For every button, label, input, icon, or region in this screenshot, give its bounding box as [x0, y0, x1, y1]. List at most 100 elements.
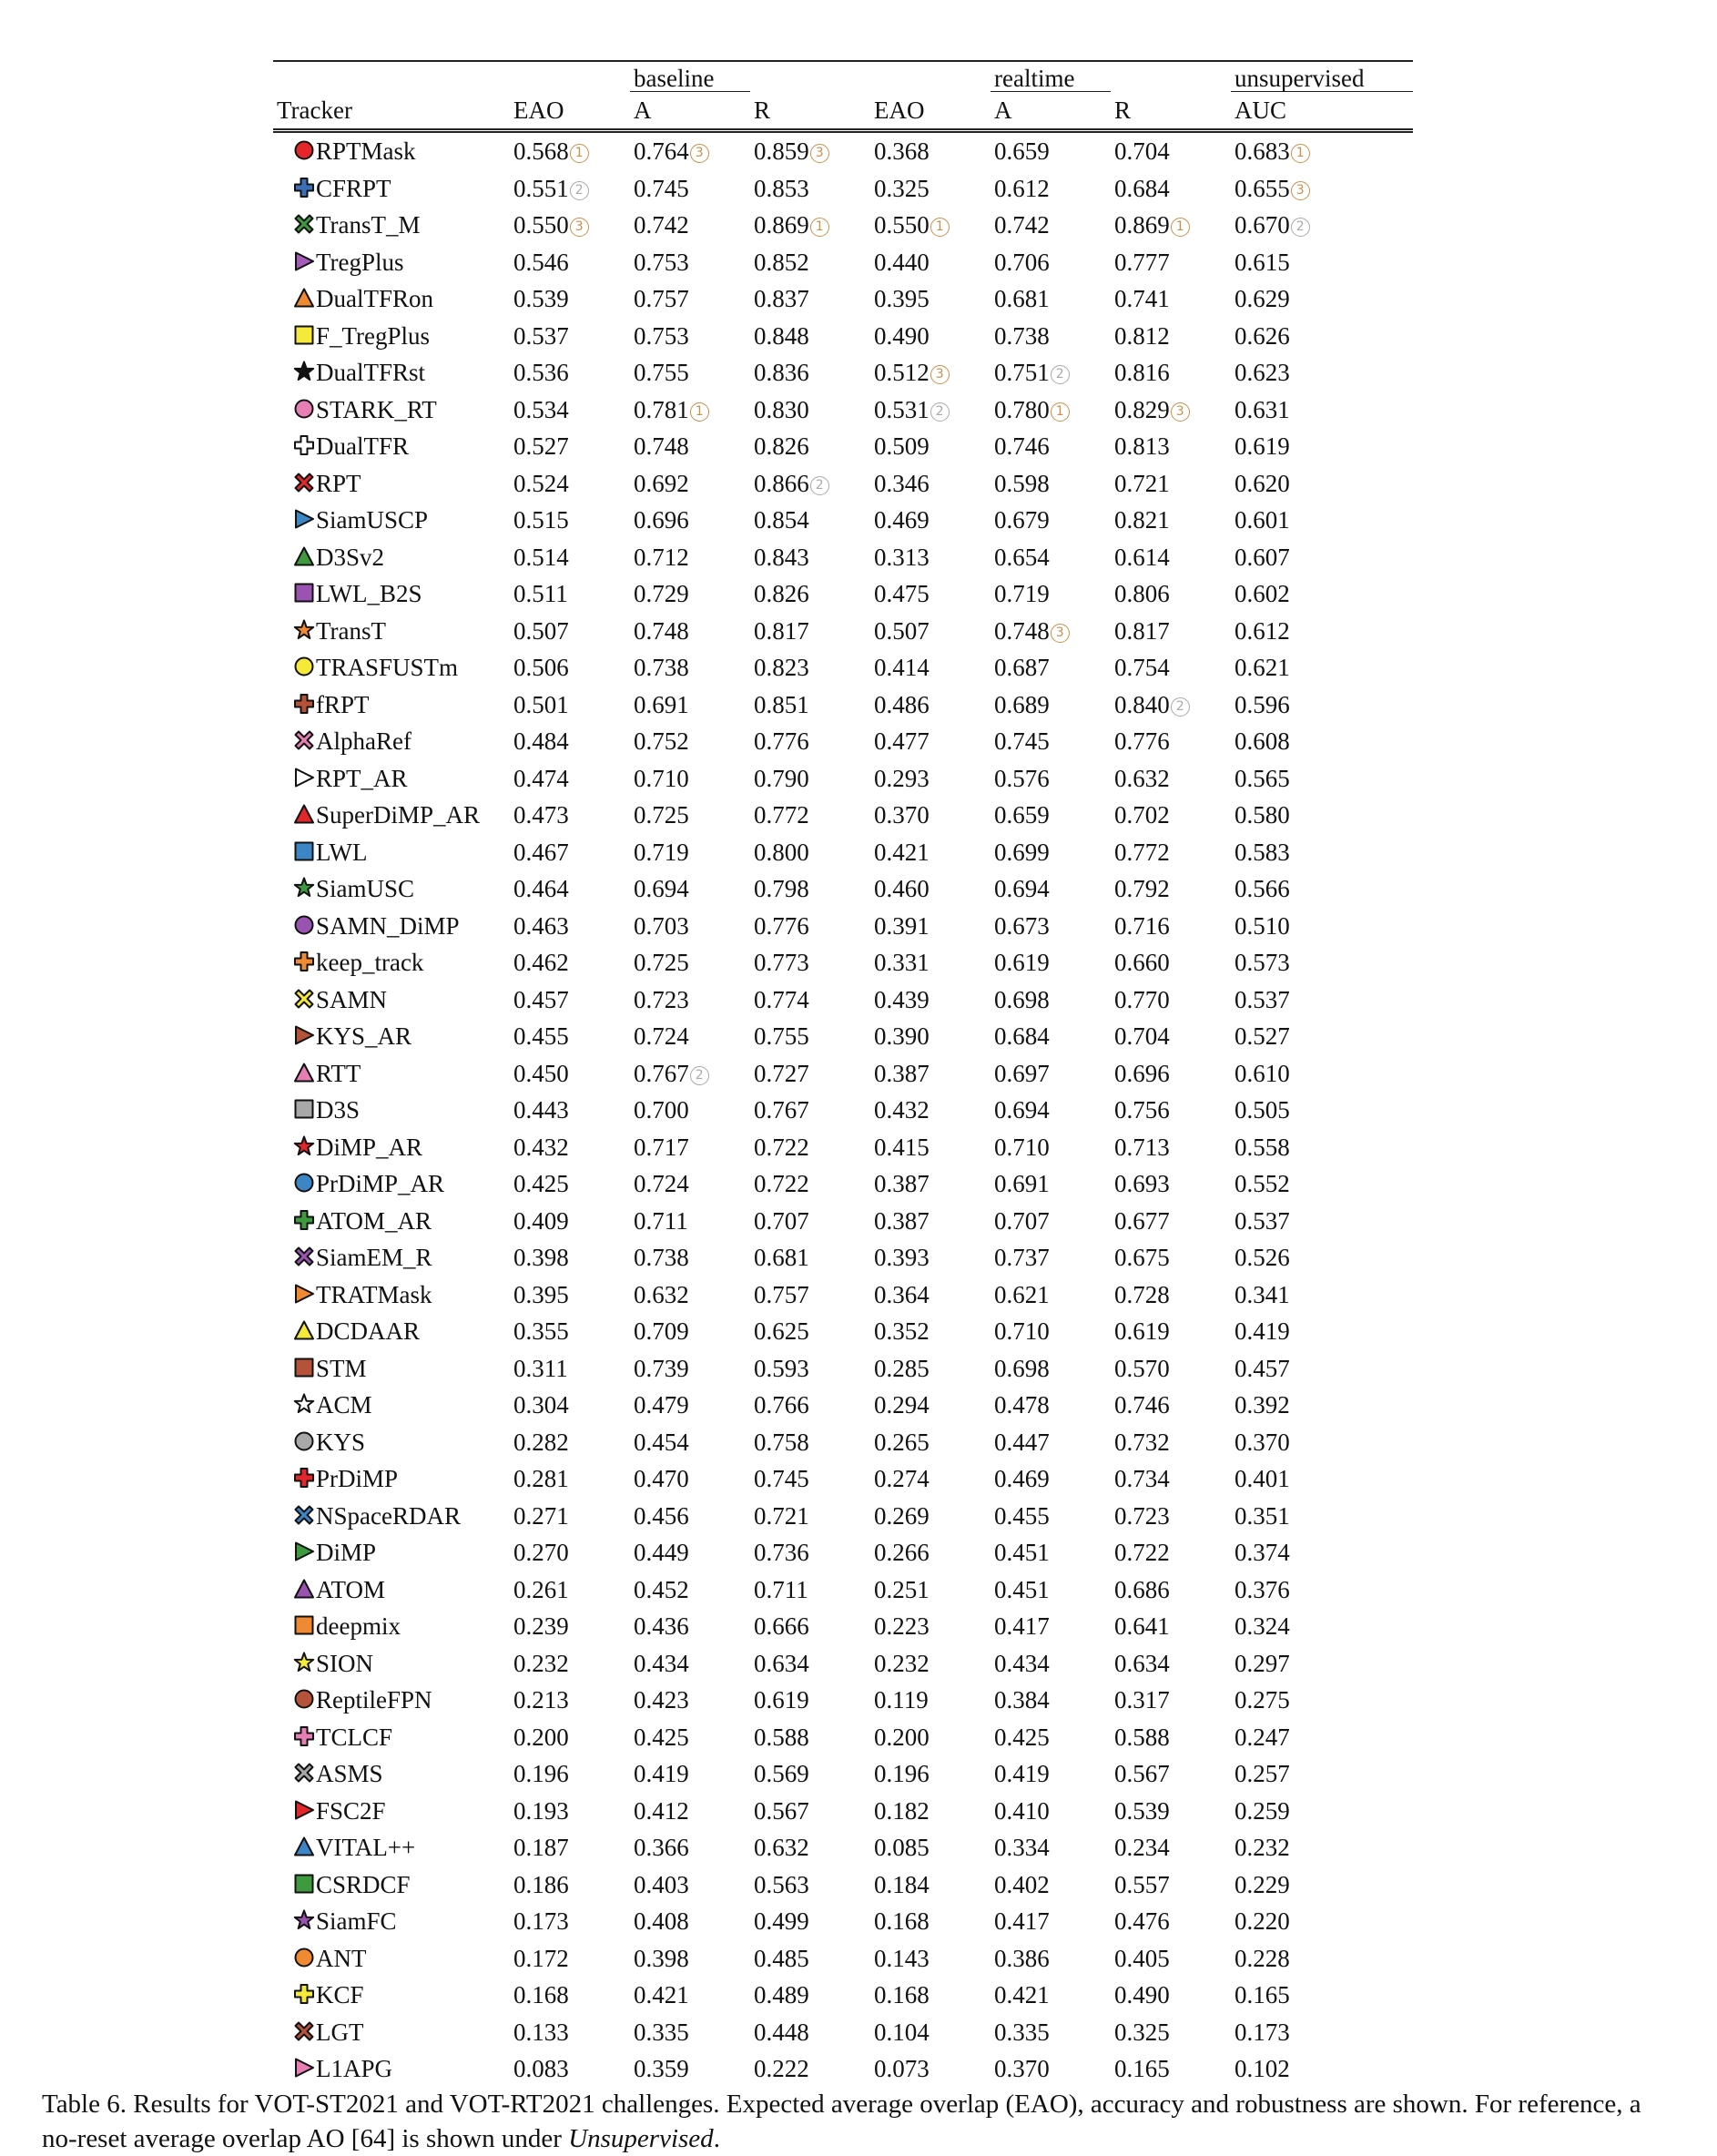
table-row: CSRDCF 0.186 0.403 0.563 0.184 0.402 0.557 0.22…	[273, 1866, 1413, 1904]
cell-value: 0.514	[513, 543, 569, 571]
cell-value: 0.557	[1114, 1870, 1170, 1898]
cell-auc: 0.602	[1231, 575, 1413, 613]
cell-realtime-a: 0.334	[991, 1829, 1111, 1866]
cell-value: 0.687	[994, 654, 1050, 682]
cell-value: 0.351	[1234, 1501, 1290, 1530]
cell-auc: 0.374	[1231, 1534, 1413, 1571]
cell-baseline-r: 0.869 1	[750, 207, 870, 244]
triangle-right-marker-icon	[293, 2057, 315, 2079]
cell-baseline-r: 0.722	[750, 1165, 870, 1203]
cell-realtime-r: 0.704	[1111, 1018, 1231, 1055]
cell-value: 0.454	[634, 1428, 689, 1456]
cell-value: 0.694	[634, 875, 689, 903]
cell-value: 0.712	[634, 543, 689, 571]
cell-value: 0.869	[1114, 211, 1170, 239]
cell-value: 0.507	[513, 616, 569, 645]
cell-realtime-a: 0.654	[991, 539, 1111, 576]
cell-value: 0.182	[874, 1796, 930, 1825]
star-marker-icon	[293, 1909, 315, 1931]
cell-realtime-a: 0.621	[991, 1276, 1111, 1314]
cell-value: 0.567	[754, 1796, 809, 1825]
cell-baseline-eao: 0.281	[510, 1460, 630, 1498]
cell-value: 0.781	[634, 395, 689, 423]
square-marker-icon	[293, 582, 315, 604]
tracker-name: TCLCF	[316, 1723, 393, 1751]
group-realtime: realtime	[991, 60, 1111, 92]
cell-auc: 0.621	[1231, 649, 1413, 686]
cell-realtime-r: 0.869 1	[1111, 207, 1231, 244]
rank-2-badge: 2	[809, 475, 829, 495]
cell-value: 0.853	[754, 174, 809, 202]
cell-auc: 0.259	[1231, 1793, 1413, 1830]
triangle-right-marker-icon	[293, 1799, 315, 1821]
tracker-name: NSpaceRDAR	[316, 1501, 461, 1530]
cell-value: 0.376	[1234, 1575, 1290, 1603]
cell-value: 0.425	[634, 1723, 689, 1751]
cell-value: 0.659	[994, 137, 1050, 166]
cell-baseline-eao: 0.539	[510, 280, 630, 318]
cell-realtime-eao: 0.200	[870, 1719, 991, 1756]
cell-realtime-eao: 0.486	[870, 686, 991, 724]
cell-value: 0.370	[1234, 1428, 1290, 1456]
rank-2-badge: 2	[930, 402, 950, 422]
cell-auc: 0.566	[1231, 870, 1413, 908]
cell-value: 0.723	[1114, 1501, 1170, 1530]
cell-baseline-r: 0.736	[750, 1534, 870, 1571]
cell-value: 0.386	[994, 1944, 1050, 1972]
cell-realtime-r: 0.713	[1111, 1129, 1231, 1166]
cell-realtime-r: 0.641	[1111, 1608, 1231, 1645]
cell-baseline-r: 0.588	[750, 1719, 870, 1756]
cell-baseline-eao: 0.271	[510, 1498, 630, 1535]
tracker-cell: F_TregPlus	[273, 318, 510, 355]
cell-baseline-eao: 0.506	[510, 649, 630, 686]
cell-realtime-a: 0.370	[991, 2050, 1111, 2088]
cell-baseline-r: 0.823	[750, 649, 870, 686]
col-header-auc: AUC	[1231, 91, 1413, 133]
cell-realtime-r: 0.754	[1111, 649, 1231, 686]
col-header-realtime-r: R	[1111, 91, 1231, 133]
cell-value: 0.405	[1114, 1944, 1170, 1972]
tracker-cell: TregPlus	[273, 244, 510, 281]
cell-value: 0.432	[513, 1133, 569, 1161]
cell-value: 0.415	[874, 1133, 930, 1161]
cell-baseline-a: 0.738	[630, 1239, 750, 1276]
cell-realtime-r: 0.588	[1111, 1719, 1231, 1756]
cell-value: 0.654	[994, 543, 1050, 571]
cell-value: 0.767	[634, 1059, 689, 1087]
cell-realtime-a: 0.738	[991, 318, 1111, 355]
cell-value: 0.619	[754, 1686, 809, 1714]
cell-baseline-r: 0.727	[750, 1055, 870, 1093]
cell-value: 0.251	[874, 1575, 930, 1603]
cell-value: 0.271	[513, 1501, 569, 1530]
cell-realtime-eao: 0.414	[870, 649, 991, 686]
cell-baseline-a: 0.764 3	[630, 131, 750, 170]
cell-realtime-r: 0.792	[1111, 870, 1231, 908]
cell-baseline-r: 0.619	[750, 1682, 870, 1719]
cell-value: 0.232	[1234, 1834, 1290, 1862]
cell-realtime-a: 0.447	[991, 1424, 1111, 1461]
triangle-up-marker-icon	[293, 1836, 315, 1857]
cell-value: 0.489	[754, 1981, 809, 2009]
triangle-right-marker-icon	[293, 1541, 315, 1562]
cell-realtime-a: 0.679	[991, 502, 1111, 539]
cell-value: 0.463	[513, 911, 569, 940]
table-row: SiamUSC 0.464 0.694 0.798 0.460 0.694 0.792 0.5…	[273, 870, 1413, 908]
cell-value: 0.421	[634, 1981, 689, 2009]
cell-value: 0.621	[994, 1280, 1050, 1308]
cell-auc: 0.526	[1231, 1239, 1413, 1276]
cell-baseline-r: 0.222	[750, 2050, 870, 2088]
tracker-name: SION	[316, 1649, 374, 1677]
cell-value: 0.826	[754, 432, 809, 461]
tracker-name: LWL_B2S	[316, 580, 422, 608]
tracker-cell: LWL_B2S	[273, 575, 510, 613]
cell-value: 0.536	[513, 359, 569, 387]
cell-realtime-eao: 0.085	[870, 1829, 991, 1866]
tracker-cell: AlphaRef	[273, 723, 510, 760]
cell-baseline-eao: 0.261	[510, 1571, 630, 1609]
cell-baseline-eao: 0.083	[510, 2050, 630, 2088]
cell-baseline-eao: 0.173	[510, 1903, 630, 1940]
tracker-cell: ATOM	[273, 1571, 510, 1609]
cell-value: 0.615	[1234, 248, 1290, 276]
cell-baseline-r: 0.859 3	[750, 131, 870, 170]
cell-baseline-a: 0.723	[630, 981, 750, 1019]
